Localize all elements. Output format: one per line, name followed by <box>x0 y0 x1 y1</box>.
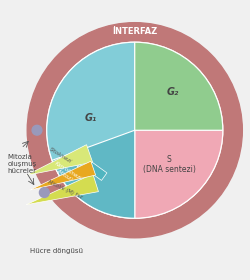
Text: G₂: G₂ <box>167 87 179 97</box>
Text: Mitotik (M) faz: Mitotik (M) faz <box>47 180 83 200</box>
FancyArrow shape <box>74 154 107 180</box>
Wedge shape <box>135 42 223 130</box>
Text: G₁: G₁ <box>85 113 97 123</box>
Wedge shape <box>135 130 223 218</box>
Circle shape <box>32 125 42 135</box>
Circle shape <box>27 23 242 238</box>
Circle shape <box>47 42 223 218</box>
Polygon shape <box>26 145 92 176</box>
Circle shape <box>40 188 49 197</box>
Text: Karyokinezi
(Mitoz): Karyokinezi (Mitoz) <box>50 160 82 186</box>
Text: Mitozla
oluşmuş
hücreler: Mitozla oluşmuş hücreler <box>8 155 37 174</box>
Polygon shape <box>26 174 99 205</box>
Wedge shape <box>47 42 135 218</box>
Text: Sitokinezi: Sitokinezi <box>48 147 72 165</box>
Text: S
(DNA sentezi): S (DNA sentezi) <box>143 155 196 174</box>
Text: Hücre döngüsü: Hücre döngüsü <box>30 248 83 254</box>
Text: İNTERFAZ: İNTERFAZ <box>112 27 158 36</box>
Polygon shape <box>30 161 96 190</box>
Wedge shape <box>52 130 135 218</box>
